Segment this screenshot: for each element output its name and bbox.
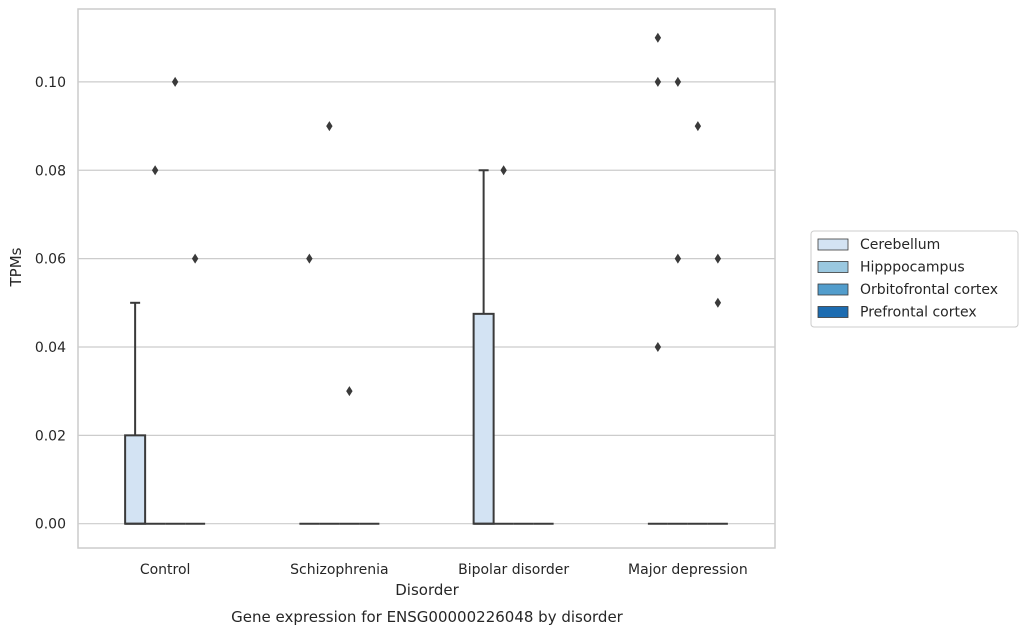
outlier-point <box>326 121 333 132</box>
outlier-point <box>694 121 702 132</box>
y-tick-label: 0.00 <box>35 517 66 533</box>
outlier-point <box>654 76 662 87</box>
box <box>472 312 495 525</box>
legend-label: Hipppocampus <box>860 260 965 276</box>
outlier-point <box>191 253 199 264</box>
legend-frame <box>810 230 1019 328</box>
x-tick-label: Major depression <box>628 562 748 578</box>
legend: Cerebellum Hipppocampus Orbitofrontal cort… <box>810 230 1019 328</box>
y-tick-labels: 0.00 0.02 0.04 0.06 0.08 0.10 <box>35 75 66 533</box>
box <box>124 434 147 525</box>
y-tick-label: 0.04 <box>35 340 66 356</box>
legend-swatch <box>817 238 849 251</box>
x-tick-label: Bipolar disorder <box>458 562 569 578</box>
outlier-point <box>654 32 662 43</box>
y-tick-label: 0.06 <box>35 252 66 268</box>
x-tick-label: Control <box>140 562 191 578</box>
plot-frame <box>77 8 776 549</box>
outlier-point <box>674 253 682 264</box>
outlier-point <box>500 165 507 176</box>
boxes-layer <box>124 169 728 525</box>
y-tick-label: 0.08 <box>35 163 66 179</box>
legend-label: Orbitofrontal cortex <box>860 282 998 298</box>
chart-caption: Gene expression for ENSG00000226048 by d… <box>231 608 624 626</box>
x-tick-label: Schizophrenia <box>290 562 388 578</box>
legend-swatch <box>817 261 849 273</box>
x-tick-labels: Control Schizophrenia Bipolar disorder Majo… <box>140 562 748 578</box>
outlier-point <box>346 386 353 397</box>
y-tick-label: 0.10 <box>35 75 66 91</box>
legend-swatch <box>817 306 849 318</box>
legend-label: Prefrontal cortex <box>860 305 977 321</box>
outliers-layer <box>151 32 722 397</box>
outlier-point <box>674 76 682 87</box>
outlier-point <box>171 76 179 87</box>
x-axis-title: Disorder <box>395 581 459 599</box>
outlier-point <box>306 253 313 264</box>
legend-swatch <box>817 283 849 296</box>
outlier-point <box>714 253 722 264</box>
y-axis-title: TPMs <box>7 247 25 287</box>
y-tick-label: 0.02 <box>35 428 66 444</box>
outlier-point <box>151 165 159 176</box>
legend-label: Cerebellum <box>860 237 940 253</box>
outlier-point <box>654 341 662 352</box>
outlier-point <box>714 297 722 308</box>
gridlines <box>78 81 775 525</box>
